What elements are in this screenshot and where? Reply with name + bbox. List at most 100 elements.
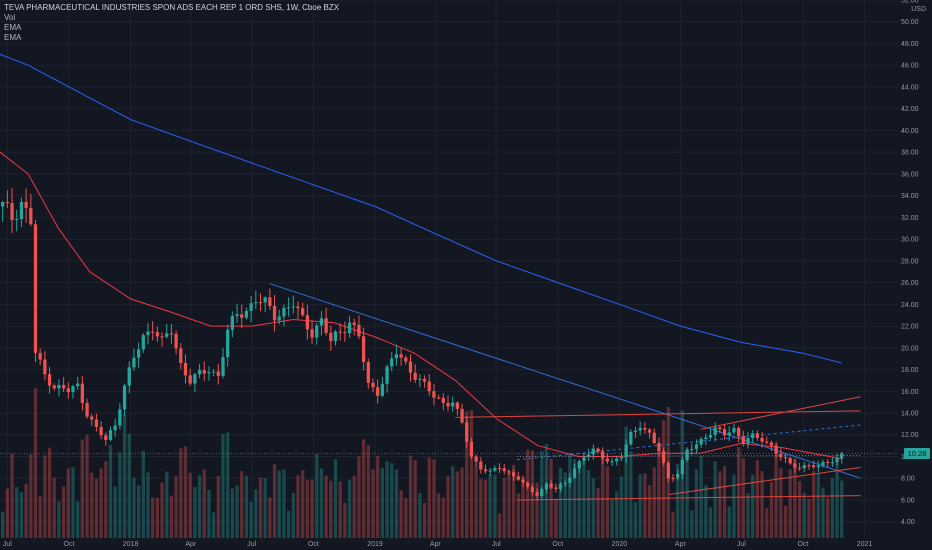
volume-bar	[746, 493, 750, 538]
price-tick-label: 12.00	[901, 432, 919, 439]
volume-indicator-label[interactable]: Vol	[4, 13, 16, 22]
candle-body	[404, 357, 408, 362]
volume-bar	[15, 487, 19, 538]
price-tick-label: 24.00	[901, 302, 919, 309]
candle-body	[582, 456, 586, 462]
volume-bar	[390, 463, 394, 538]
volume-bar	[526, 449, 530, 538]
candle-body	[132, 357, 136, 368]
volume-bar	[736, 447, 741, 538]
candle-body	[436, 397, 441, 399]
price-axis[interactable]: 4.006.008.0010.0012.0014.0016.0018.0020.…	[901, 0, 919, 526]
volume-bar	[310, 479, 314, 538]
volume-bar	[624, 426, 628, 538]
candle-body	[610, 461, 614, 463]
candle-body	[638, 427, 642, 431]
candle-body	[732, 427, 736, 433]
candle-body	[52, 385, 56, 389]
candle-body	[352, 322, 356, 325]
volume-bar	[811, 470, 816, 538]
candle-body	[136, 349, 141, 358]
candle-body	[783, 457, 788, 459]
price-tick-label: 50.00	[901, 19, 919, 26]
candle-body	[690, 448, 694, 450]
price-tick-label: 18.00	[901, 367, 919, 374]
price-tick-label: 52.00	[901, 0, 919, 5]
volume-bar	[291, 493, 295, 538]
candle-body	[179, 348, 183, 364]
volume-bar	[460, 467, 464, 538]
volume-bar	[629, 451, 633, 538]
candle-body	[76, 383, 80, 387]
candle-body	[563, 482, 567, 485]
candle-body	[413, 372, 417, 380]
time-tick-label: 2019	[367, 541, 383, 548]
volume-bar	[830, 477, 835, 538]
candle-body	[366, 361, 370, 383]
candle-body	[15, 219, 19, 221]
volume-bar	[380, 467, 385, 538]
ema-indicator-label-2[interactable]: EMA	[4, 33, 22, 42]
candle-body	[633, 430, 638, 432]
candle-body	[540, 489, 544, 496]
volume-bar	[652, 467, 656, 538]
candle-body	[338, 331, 342, 333]
candle-body	[226, 329, 230, 358]
candle-body	[258, 302, 263, 304]
time-axis[interactable]: Jul Oct 2018 Apr Jul Oct 2019 Apr Jul Oct 2020 Apr J…	[3, 541, 873, 548]
candle-body	[760, 437, 764, 442]
volume-bar	[605, 466, 610, 538]
candle-body	[502, 468, 506, 472]
volume-bar	[479, 478, 483, 538]
candle-body	[385, 366, 389, 384]
volume-bar	[802, 492, 806, 538]
last-price-tag: 10.28	[904, 447, 930, 459]
candle-body	[207, 372, 211, 374]
price-tick-label: 16.00	[901, 389, 919, 396]
price-tick-label: 28.00	[901, 258, 919, 265]
volume-bar	[47, 447, 52, 538]
candle-body	[577, 461, 581, 469]
trendline	[700, 396, 861, 430]
volume-bar	[361, 439, 366, 538]
volume-bar	[455, 471, 460, 538]
candle-body	[221, 357, 225, 376]
volume-bar	[352, 475, 356, 538]
volume-bar	[502, 477, 506, 538]
volume-bar	[329, 480, 333, 538]
ema-indicator-label-1[interactable]: EMA	[4, 23, 22, 32]
volume-bar	[226, 432, 230, 538]
volume-bar	[685, 448, 689, 538]
candle-body	[769, 442, 774, 446]
volume-bar	[807, 498, 811, 538]
candle-body	[202, 370, 206, 374]
candle-body	[99, 426, 103, 436]
candle-body	[329, 332, 333, 342]
candle-body	[446, 402, 450, 407]
volume-bar	[610, 499, 614, 538]
candle-body	[741, 436, 745, 444]
candle-body	[652, 432, 656, 443]
volume-bar	[33, 388, 38, 538]
price-tick-label: 26.00	[901, 280, 919, 287]
candle-body	[193, 374, 197, 384]
candle-body	[94, 419, 99, 427]
ema-fast-path	[0, 151, 842, 460]
volume-bar	[755, 460, 760, 538]
volume-bar	[835, 463, 839, 538]
volume-bar	[141, 450, 145, 538]
candle-body	[830, 462, 835, 464]
volume-bar	[99, 468, 103, 538]
candle-body	[586, 454, 591, 457]
ema-slow-path	[0, 53, 842, 364]
volume-bar	[774, 443, 778, 538]
volume-bar	[718, 471, 722, 538]
volume-bar	[793, 458, 797, 538]
volume-bar	[493, 474, 497, 538]
volume-bar	[66, 468, 70, 538]
candle-body	[371, 382, 375, 388]
volume-bar	[24, 483, 28, 538]
volume-bar	[469, 410, 474, 538]
candle-body	[788, 458, 792, 464]
